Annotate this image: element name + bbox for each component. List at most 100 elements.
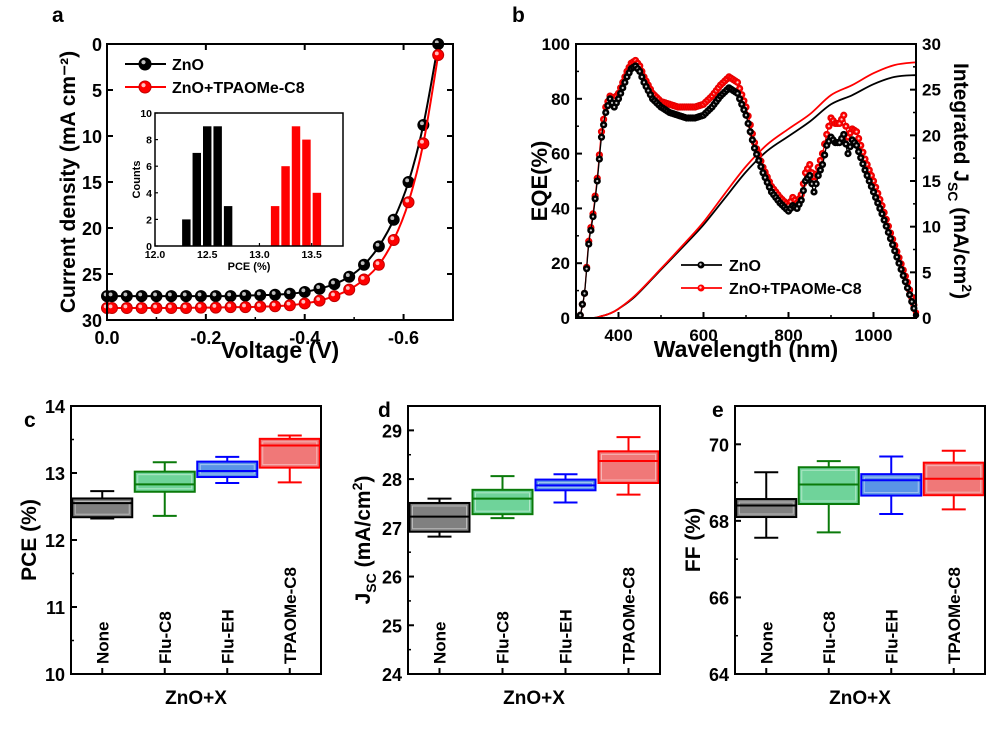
box-inner-highlight — [199, 464, 255, 475]
marker-highlight — [619, 92, 622, 95]
category-label: None — [431, 622, 450, 665]
marker-highlight — [108, 292, 113, 297]
marker-highlight — [910, 300, 913, 303]
marker-highlight — [861, 151, 864, 154]
marker-highlight — [838, 141, 841, 144]
y-tick-label: 26 — [382, 568, 402, 588]
box-flu-c8 — [133, 461, 196, 517]
y-tick-label: 20 — [551, 254, 570, 273]
panel-c-frame — [70, 405, 322, 675]
y-tick-label: 30 — [82, 311, 102, 331]
marker-highlight — [827, 125, 830, 128]
legend-label: ZnO — [172, 57, 204, 74]
data-point — [194, 301, 207, 314]
marker-highlight — [594, 197, 597, 200]
marker-highlight — [579, 314, 582, 317]
marker-highlight — [761, 171, 765, 174]
marker-highlight — [844, 125, 847, 128]
marker-highlight — [621, 86, 624, 89]
box-tpaome-c8 — [258, 434, 321, 484]
panel-b-frame — [575, 43, 917, 319]
marker-highlight — [810, 182, 813, 185]
marker-highlight — [800, 199, 803, 202]
x-tick-label: 0.0 — [94, 328, 119, 348]
data-point — [180, 302, 193, 315]
data-point — [239, 289, 252, 302]
category-label: Flu-C8 — [156, 611, 175, 664]
inset-y-tick-label: 2 — [146, 214, 152, 226]
marker-highlight — [615, 101, 618, 105]
data-point — [372, 258, 385, 271]
marker-highlight — [581, 303, 584, 306]
marker-highlight — [904, 280, 907, 283]
x-axis-label: ZnO+X — [829, 688, 891, 709]
x-tick-label: 400 — [604, 326, 632, 345]
marker-highlight — [583, 292, 586, 295]
data-point — [254, 289, 267, 302]
box-inner-highlight — [738, 501, 794, 515]
data-point — [387, 213, 400, 226]
y-tick-label: 25 — [382, 616, 402, 636]
marker-highlight — [197, 304, 202, 308]
marker-highlight — [242, 303, 246, 308]
eqe-line — [579, 59, 917, 316]
y-tick-label: 5 — [92, 81, 102, 101]
marker-highlight — [606, 104, 609, 107]
marker-highlight — [600, 136, 603, 139]
histogram-bar — [223, 206, 233, 246]
marker-highlight — [286, 290, 291, 295]
marker-highlight — [802, 189, 805, 192]
marker-highlight — [808, 163, 811, 166]
marker-highlight — [587, 242, 590, 246]
y-tick-label: 15 — [82, 173, 102, 193]
data-point — [432, 49, 445, 62]
marker-highlight — [138, 292, 143, 297]
marker-highlight — [906, 286, 909, 289]
y-tick-label: 20 — [82, 219, 102, 239]
marker-highlight — [153, 304, 157, 309]
inset-y-tick-label: 10 — [140, 108, 152, 120]
data-point — [387, 233, 400, 246]
x-axis-label: ZnO+X — [503, 688, 565, 709]
marker-highlight — [153, 292, 157, 297]
marker-highlight — [736, 81, 739, 84]
y2-tick-label: 10 — [922, 218, 941, 237]
marker-highlight — [744, 114, 748, 117]
y-tick-label: 13 — [45, 464, 65, 484]
marker-highlight — [628, 71, 631, 74]
marker-highlight — [585, 267, 588, 270]
y-tick-label: 64 — [709, 665, 729, 685]
marker-highlight — [420, 139, 424, 144]
data-point — [358, 273, 371, 286]
data-point — [283, 287, 296, 300]
y-tick-label: 25 — [82, 265, 102, 285]
marker-highlight — [817, 174, 820, 177]
data-point — [372, 240, 385, 253]
y-tick-label: 0 — [92, 35, 102, 55]
box-iqr — [196, 460, 259, 479]
legend-label: ZnO+TPAOMe-C8 — [729, 281, 862, 298]
box-none — [735, 471, 798, 539]
marker-highlight — [649, 93, 652, 96]
marker-highlight — [434, 51, 439, 56]
marker-highlight — [893, 249, 896, 252]
category-label: Flu-EH — [218, 609, 237, 664]
marker-highlight — [227, 303, 232, 308]
box-none — [408, 497, 471, 538]
y2-tick-label: 30 — [922, 35, 941, 54]
legend-marker — [138, 80, 152, 94]
marker-highlight — [812, 190, 816, 194]
integrated-jsc-line — [575, 61, 917, 320]
eqe-line — [579, 65, 917, 316]
y-tick-label: 11 — [46, 598, 65, 618]
marker-highlight — [749, 130, 752, 133]
marker-highlight — [868, 168, 871, 172]
y-tick-label: 68 — [709, 512, 729, 532]
marker-highlight — [301, 299, 306, 304]
marker-highlight — [141, 83, 146, 88]
marker-highlight — [623, 81, 626, 84]
histogram-bar — [312, 192, 322, 246]
marker-highlight — [764, 176, 767, 179]
legend: ZnO ZnO+TPAOMe-C8 — [681, 258, 862, 298]
